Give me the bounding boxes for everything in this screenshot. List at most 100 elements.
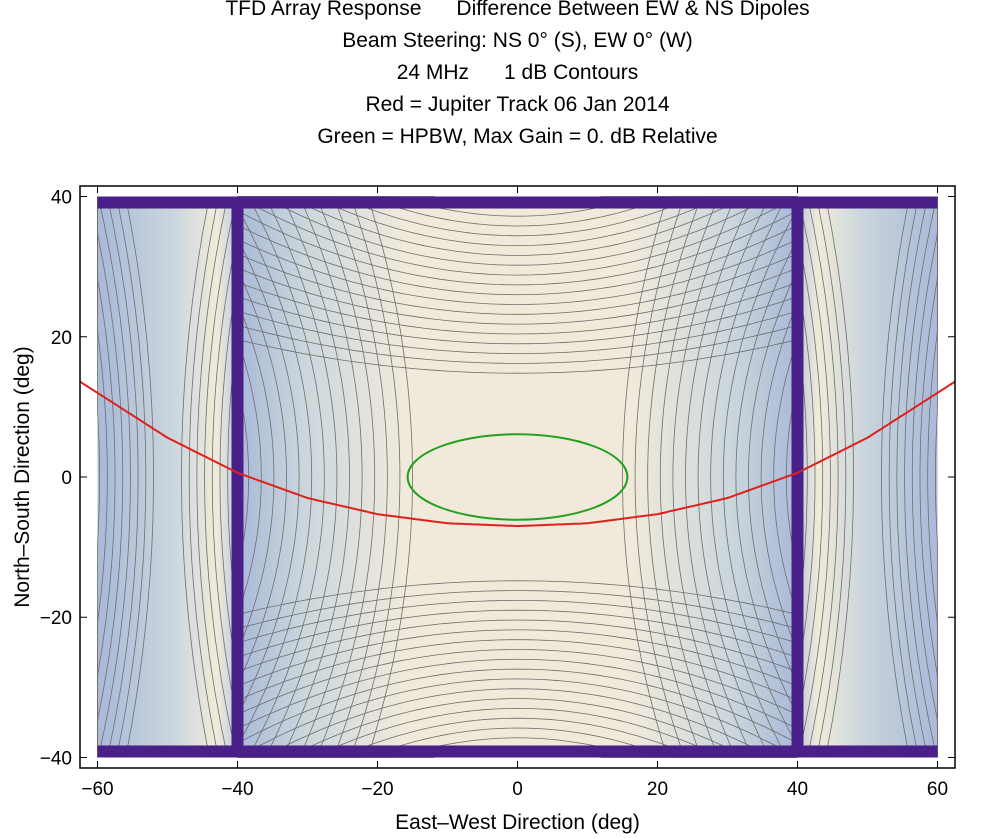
contour-line (237, 619, 798, 673)
contour-line (116, 196, 147, 758)
contour-line (237, 253, 798, 315)
contour-line (237, 590, 798, 630)
contour-line (237, 339, 798, 374)
main-lobe-region (237, 196, 798, 758)
contour-line (237, 196, 798, 256)
contour-line (237, 296, 798, 345)
y-tick-label: 40 (51, 188, 72, 209)
contour-line (825, 196, 854, 758)
contour-line (881, 196, 910, 758)
contour-line (188, 196, 219, 758)
contour-line (196, 196, 229, 758)
left-lobe-region (97, 196, 238, 758)
y-tick-label: −40 (40, 748, 72, 769)
contour-line (237, 196, 798, 276)
bottom-border-band (97, 745, 938, 758)
title-line-2: Beam Steering: NS 0° (S), EW 0° (W) (342, 29, 693, 52)
contour-line (237, 196, 313, 758)
contour-line (281, 196, 350, 758)
contour-line (237, 649, 798, 715)
contour-line (888, 196, 919, 758)
contour-line (722, 196, 798, 758)
jupiter-track-line (80, 380, 955, 528)
contour-line (237, 267, 798, 325)
contour-line (237, 668, 798, 744)
contour-line (237, 698, 798, 758)
x-tick-label: −60 (81, 779, 113, 800)
contour-line (896, 196, 929, 758)
contour-line (659, 196, 719, 758)
x-tick-label: 0 (512, 779, 523, 800)
contour-line (350, 196, 401, 758)
contour-line (333, 196, 388, 758)
contour-line (697, 196, 771, 758)
contour-line (816, 196, 847, 758)
contour-line (211, 196, 238, 758)
contour-line (647, 196, 702, 758)
title-line-1: TFD Array Response Difference Between EW… (225, 0, 810, 20)
contour-line (106, 196, 139, 758)
title-line-4: Red = Jupiter Track 06 Jan 2014 (365, 93, 670, 116)
contour-line (237, 196, 798, 266)
contour-line (237, 324, 798, 364)
x-tick-label: −20 (361, 779, 393, 800)
contour-line (237, 224, 798, 296)
y-tick-label: 20 (51, 328, 72, 349)
contour-line (904, 196, 938, 758)
contour-line (316, 196, 376, 758)
contour-line (672, 196, 736, 758)
contour-line (237, 196, 287, 758)
contour-line (237, 580, 798, 615)
contour-line (97, 196, 124, 758)
contour-line (634, 196, 685, 758)
x-axis-label: East–West Direction (deg) (395, 811, 640, 834)
contour-line (237, 678, 798, 758)
contour-line (237, 600, 798, 644)
y-tick-label: −20 (40, 608, 72, 629)
contour-line (919, 196, 938, 758)
contour-line (299, 196, 363, 758)
contour-line (622, 196, 668, 758)
top-border-band (97, 196, 938, 209)
contour-line (237, 196, 300, 758)
contour-line (181, 196, 210, 758)
contour-line (237, 658, 798, 730)
contour-line (748, 196, 798, 758)
contour-line (806, 196, 839, 758)
null-band (791, 196, 804, 758)
contour-line (911, 196, 938, 758)
contour-line (735, 196, 798, 758)
contour-line (125, 196, 154, 758)
contour-line (204, 196, 238, 758)
title-line-3: 24 MHz 1 dB Contours (396, 61, 639, 84)
contour-line (237, 629, 798, 687)
hpbw-contour (406, 433, 629, 521)
x-tick-label: 60 (927, 779, 948, 800)
contour-line (237, 310, 798, 354)
contour-line (237, 688, 798, 758)
plot-area (80, 196, 955, 758)
contour-line (97, 196, 100, 758)
axis-ticks: −60 −40 −20 0 20 40 60 −40 −20 0 20 40 (40, 186, 955, 800)
contour-line (237, 239, 798, 305)
contour-line (935, 196, 938, 758)
title-line-5: Green = HPBW, Max Gain = 0. dB Relative (317, 125, 718, 148)
contour-line (685, 196, 754, 758)
contour-line (797, 196, 824, 758)
contour-line (237, 210, 798, 286)
right-lobe-region (797, 196, 938, 758)
null-bands (97, 196, 938, 758)
contour-line (367, 196, 413, 758)
contour-line (797, 196, 831, 758)
contour-line (237, 639, 798, 701)
x-tick-label: −40 (221, 779, 253, 800)
y-tick-label: 0 (61, 468, 72, 489)
contour-line (247, 196, 325, 758)
contour-line (710, 196, 788, 758)
x-tick-label: 20 (647, 779, 668, 800)
contour-line (237, 609, 798, 658)
contour-line (237, 281, 798, 335)
contour-line (97, 196, 116, 758)
x-tick-label: 40 (787, 779, 808, 800)
